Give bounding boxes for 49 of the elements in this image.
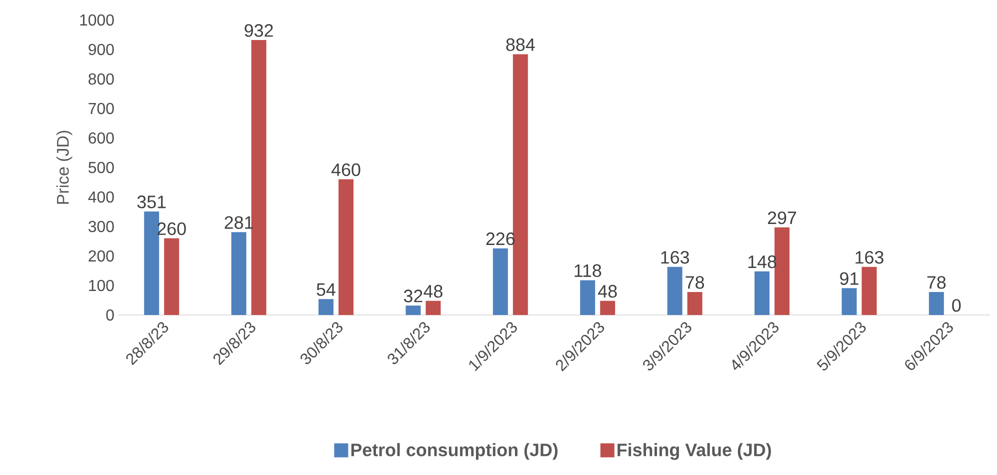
y-axis-title: Price (JD)	[56, 130, 72, 204]
data-label: 118	[574, 264, 602, 277]
bar	[512, 54, 528, 315]
y-tick-label: 0	[106, 309, 114, 321]
legend-label: Petrol consumption (JD)	[351, 443, 558, 460]
y-tick-label: 500	[88, 162, 114, 174]
data-label: 932	[244, 24, 273, 37]
bar	[842, 288, 857, 315]
bar	[406, 306, 421, 315]
bar	[144, 211, 160, 315]
y-tick-label: 200	[88, 250, 114, 262]
legend-label: Fishing Value (JD)	[618, 443, 771, 460]
bar	[251, 40, 266, 315]
bar	[426, 300, 441, 315]
data-label: 32	[404, 290, 422, 302]
y-tick-label: 1000	[80, 14, 114, 26]
y-tick-label: 300	[88, 220, 114, 232]
bar	[338, 179, 354, 315]
data-label: 460	[331, 163, 360, 176]
y-tick-label: 400	[88, 191, 114, 203]
bar	[687, 292, 702, 315]
y-tick-label: 600	[88, 132, 114, 144]
data-label: 48	[424, 284, 442, 298]
data-label: 884	[506, 38, 535, 52]
data-label: 48	[598, 284, 617, 298]
y-tick-label: 900	[88, 44, 114, 56]
data-label: 78	[927, 276, 946, 289]
data-label: 54	[316, 283, 336, 296]
data-label: 351	[137, 196, 166, 208]
data-label: 163	[856, 251, 884, 264]
data-label: 0	[952, 299, 961, 312]
data-label: 91	[840, 272, 858, 285]
data-label: 163	[661, 251, 689, 264]
data-label: 297	[768, 211, 796, 224]
bar	[862, 266, 877, 315]
y-tick-label: 800	[88, 73, 114, 85]
y-tick-label: 100	[89, 280, 114, 292]
bar	[231, 232, 246, 315]
bar	[774, 227, 790, 315]
bar	[318, 299, 334, 315]
bar	[580, 280, 596, 315]
y-tick-label: 700	[88, 102, 114, 114]
bar	[164, 238, 180, 315]
bar	[754, 271, 770, 315]
bar	[667, 266, 682, 315]
bar	[492, 248, 508, 315]
bar	[600, 300, 616, 315]
bar	[928, 292, 944, 315]
data-label: 78	[686, 276, 704, 289]
